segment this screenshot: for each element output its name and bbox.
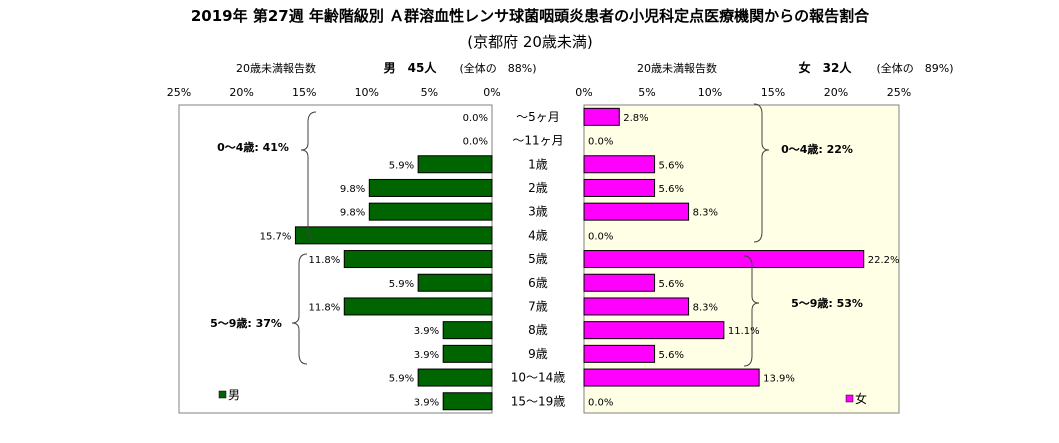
right-header-count: 女 32人 [799,60,853,75]
male-value-label: 3.9% [414,326,439,337]
female-value-label: 5.6% [659,160,684,171]
right-header-label: 20歳未満報告数 [637,62,717,75]
female-bar [583,368,760,387]
female-value-label: 11.1% [728,326,760,337]
female-bar [583,297,690,316]
legend-female-label: 女 [855,391,867,406]
category-label: 15～19歳 [511,394,566,408]
category-label: 6歳 [528,276,548,290]
male-value-label: 3.9% [414,350,439,361]
right-tick-label: 5% [638,86,655,99]
female-bar [583,344,656,363]
female-value-label: 0.0% [588,137,613,148]
female-value-label: 13.9% [763,374,795,385]
right-tick-label: 20% [824,86,848,99]
left-tick-label: 0% [483,86,500,99]
category-label: 5歳 [528,252,548,266]
left-tick-label: 25% [167,86,191,99]
category-labels: ～5ヶ月 ～11ヶ月 1歳 2歳 3歳 4歳 5歳 6歳 7歳 8歳 9歳 10～14歳 15～19歳 [511,110,566,408]
female-value-label: 8.3% [693,208,718,219]
male-bar [442,321,493,340]
male-bar [368,202,493,221]
female-value-label: 0.0% [588,397,613,408]
male-value-label: 5.9% [389,160,414,171]
chart-title: 2019年 第27週 年齢階級別 Ａ群溶血性レンサ球菌咽頭炎患者の小児科定点医療… [191,7,870,25]
male-value-label: 3.9% [414,397,439,408]
right-bracket-5-9 [743,255,760,367]
female-value-label: 2.8% [623,113,648,124]
left-group-label-5-9: 5～9歳: 37% [210,316,282,330]
left-bracket-5-9 [291,253,308,365]
legend-male-label: 男 [228,388,240,402]
right-bracket-0-4 [753,103,770,243]
female-value-label: 5.6% [659,350,684,361]
male-bar [417,155,493,174]
chart-subtitle: (京都府 20歳未満) [467,33,593,51]
female-value-label: 22.2% [868,255,900,266]
left-tick-label: 5% [421,86,438,99]
legend-male-swatch [218,390,227,399]
right-axis-ticks: 0% 5% 10% 15% 20% 25% [575,86,911,99]
category-label: 1歳 [528,157,548,171]
right-group-label-5-9: 5～9歳: 53% [791,296,863,310]
female-bar [583,178,656,197]
female-bar [583,273,656,292]
right-tick-label: 15% [761,86,785,99]
male-value-label: 9.8% [340,208,365,219]
right-tick-label: 25% [887,86,911,99]
female-value-label: 5.6% [659,279,684,290]
male-bar [343,297,493,316]
male-value-label: 0.0% [463,137,488,148]
male-bar [442,344,493,363]
male-value-label: 5.9% [389,374,414,385]
category-label: 7歳 [528,299,548,313]
left-group-label-0-4: 0～4歳: 41% [217,140,289,154]
left-axis-ticks: 25% 20% 15% 10% 5% 0% [167,86,501,99]
category-label: 3歳 [528,205,548,219]
female-value-label: 5.6% [659,184,684,195]
left-tick-label: 10% [355,86,379,99]
category-label: 10～14歳 [511,371,566,385]
bar-marks: 0.0% 2.8% 0.0% 0.0% 5.9% 5.6% 9.8% 5.6% 9.8% 8.3%… [260,107,900,411]
male-bar [294,226,493,245]
left-header-share: (全体の 88%) [459,61,536,75]
female-value-label: 0.0% [588,231,613,242]
legend-female-swatch [845,394,854,403]
female-bar [583,250,865,269]
male-value-label: 9.8% [340,184,365,195]
male-value-label: 5.9% [389,279,414,290]
right-tick-label: 0% [575,86,592,99]
female-bar [583,202,690,221]
female-value-label: 8.3% [693,302,718,313]
left-tick-label: 20% [229,86,253,99]
male-bar [417,368,493,387]
female-bar [583,107,620,126]
category-label: ～11ヶ月 [512,134,563,148]
left-header-label: 20歳未満報告数 [236,62,316,75]
left-header-count: 男 45人 [384,60,438,75]
male-bar [442,392,493,411]
category-label: ～5ヶ月 [516,110,560,124]
right-tick-label: 10% [698,86,722,99]
category-label: 2歳 [528,181,548,195]
male-value-label: 0.0% [463,113,488,124]
male-value-label: 11.8% [308,255,340,266]
female-bar [583,321,725,340]
category-label: 9歳 [528,347,548,361]
left-bracket-0-4 [300,111,317,241]
male-value-label: 15.7% [260,231,292,242]
male-bar [343,250,493,269]
male-bar [417,273,493,292]
female-bar [583,155,656,174]
male-bar [368,178,493,197]
category-label: 8歳 [528,323,548,337]
male-value-label: 11.8% [308,302,340,313]
right-header-share: (全体の 89%) [876,61,953,75]
left-tick-label: 15% [292,86,316,99]
right-group-label-0-4: 0～4歳: 22% [781,142,853,156]
category-label: 4歳 [528,228,548,242]
